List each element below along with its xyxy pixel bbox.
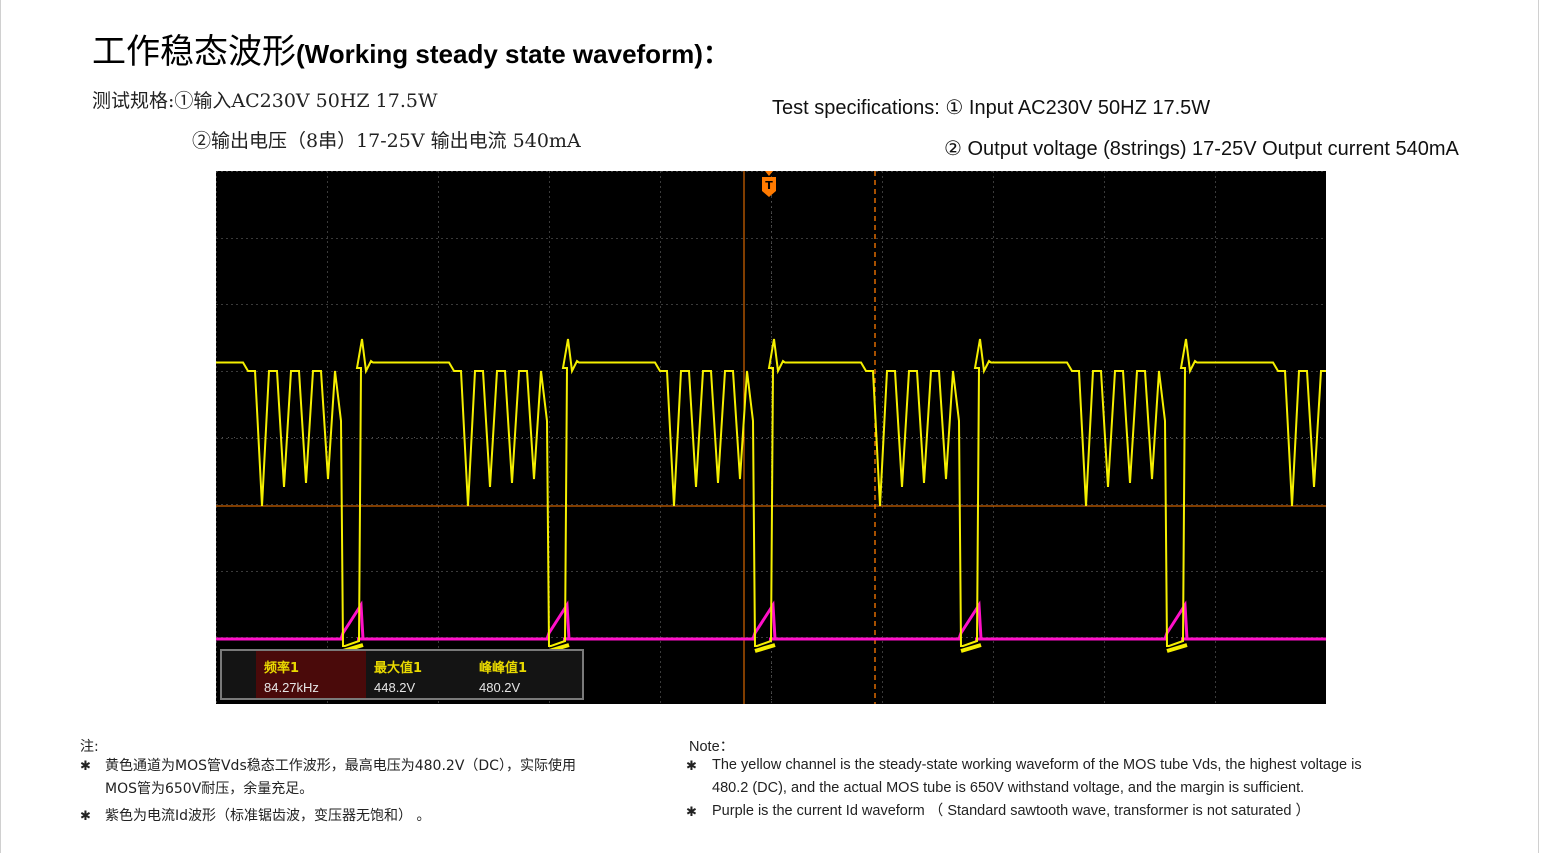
oscilloscope-screen: T 频率1 84.27kHz 最大值1 448.2V 峰峰值1 480.2V [216, 171, 1326, 704]
measurement-frequency-value: 84.27kHz [264, 680, 319, 695]
trigger-marker: T [762, 177, 776, 197]
notes-en-item1: ✱ The yellow channel is the steady-state… [686, 754, 1406, 800]
notes-en-item1-line2: 480.2 (DC), and the actual MOS tube is 6… [712, 780, 1305, 796]
notes-cn-item1: ✱ 黄色通道为MOS管Vds稳态工作波形，最高电压为480.2V（DC），实际使… [80, 755, 660, 801]
channel1-on-state-segment [1166, 643, 1188, 653]
notes-cn-item2-text: 紫色为电流Id波形（标准锯齿波，变压器无饱和） 。 [105, 808, 431, 824]
title-chinese: 工作稳态波形 [92, 32, 296, 72]
measurement-frequency-label: 频率1 [264, 661, 300, 676]
page-title: 工作稳态波形(Working steady state waveform)： [92, 30, 729, 76]
bullet-star-icon: ✱ [80, 759, 91, 774]
bullet-star-icon: ✱ [686, 758, 697, 773]
measurement-max-value: 448.2V [374, 680, 416, 695]
notes-cn-heading: 注: [80, 739, 99, 755]
left-edge-line [0, 0, 1, 853]
measurement-pp-label: 峰峰值1 [479, 661, 528, 676]
channel1-vds-waveform [216, 338, 1326, 647]
measurement-frequency: 频率1 84.27kHz [256, 651, 366, 698]
notes-cn-item1-line2: MOS管为650V耐压，余量充足。 [105, 781, 314, 797]
channel1-on-state-segment [960, 643, 982, 653]
notes-cn-item2: ✱ 紫色为电流Id波形（标准锯齿波，变压器无饱和） 。 [80, 805, 660, 828]
measurement-pp-value: 480.2V [479, 680, 521, 695]
oscilloscope-waveform-plot: T [216, 171, 1326, 704]
notes-en-heading: Note： [689, 739, 735, 755]
bullet-star-icon: ✱ [80, 809, 91, 824]
spec-en-line2: ② Output voltage (8strings) 17-25V Outpu… [944, 138, 1459, 160]
measurement-panel: 频率1 84.27kHz 最大值1 448.2V 峰峰值1 480.2V [220, 649, 584, 700]
notes-en-item2-text: Purple is the current Id waveform （ Stan… [712, 803, 1310, 819]
measurement-max: 最大值1 448.2V [366, 651, 470, 698]
bullet-star-icon: ✱ [686, 804, 697, 819]
channel1-on-state-segment [754, 643, 776, 653]
measurement-peak-to-peak: 峰峰值1 480.2V [471, 651, 575, 698]
right-edge-line [1538, 0, 1539, 853]
trigger-top-arrow [765, 171, 773, 176]
spec-en-line1: Test specifications: ① Input AC230V 50HZ… [772, 97, 1211, 119]
title-english: (Working steady state waveform)： [296, 39, 729, 69]
notes-en-item2: ✱ Purple is the current Id waveform （ St… [686, 800, 1406, 823]
spec-cn-line2: ②输出电压（8串）17-25V 输出电流 540mA [192, 130, 581, 152]
notes-en-item1-line1: The yellow channel is the steady-state w… [712, 757, 1362, 773]
notes-cn-item1-line1: 黄色通道为MOS管Vds稳态工作波形，最高电压为480.2V（DC），实际使用 [105, 758, 576, 774]
measurement-max-label: 最大值1 [374, 661, 423, 676]
trigger-marker-label: T [765, 179, 773, 192]
spec-cn-line1: 测试规格:①输入AC230V 50HZ 17.5W [92, 90, 438, 112]
